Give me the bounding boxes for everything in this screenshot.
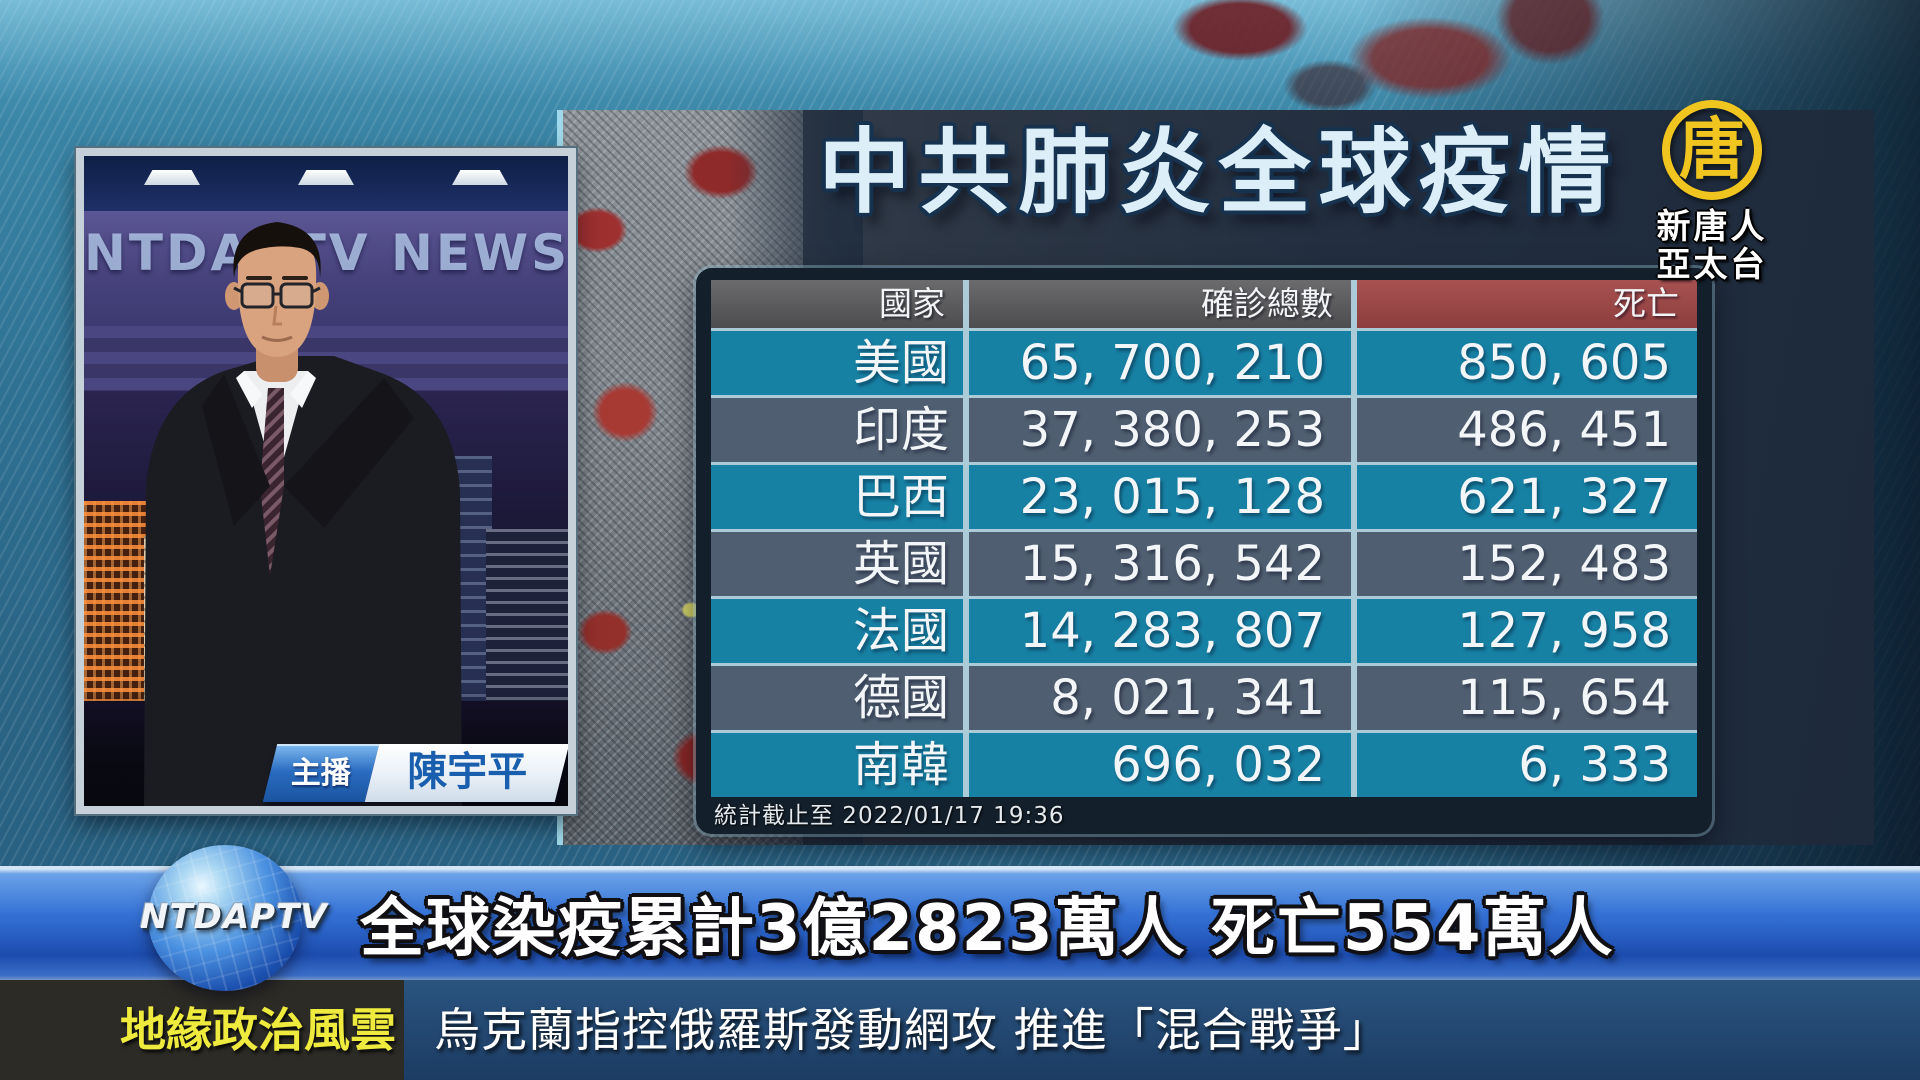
glasses: [233, 282, 321, 309]
table-cell-confirmed: 15, 316, 542: [969, 532, 1351, 596]
virus-image-blobs: [1080, 0, 1640, 110]
tang-emblem-icon: 唐: [1662, 100, 1762, 200]
covid-graphic-panel: 中共肺炎全球疫情 國家 確診總數 死亡 美國 65, 700, 210 850, 6…: [557, 110, 1874, 845]
ticker-category-label: 地緣政治風雲: [120, 1003, 396, 1057]
anchor-name-plate: 主播 陳宇平: [262, 744, 568, 802]
table-cell-country: 法國: [711, 599, 963, 663]
suit: [144, 356, 462, 806]
globe-logo: NTDAPTV: [140, 845, 327, 991]
ticker-category-box: 地緣政治風雲: [0, 980, 404, 1080]
table-cell-country: 英國: [711, 532, 963, 596]
ticker-headline: 烏克蘭指控俄羅斯發動網攻 推進「混合戰爭」: [434, 1003, 1390, 1057]
studio-light-icon: [144, 170, 200, 185]
studio-light-icon: [298, 170, 354, 185]
table-cell-deaths: 621, 327: [1357, 465, 1697, 529]
table-cell-confirmed: 8, 021, 341: [969, 666, 1351, 730]
hair: [233, 222, 321, 278]
building: [84, 501, 146, 701]
globe-logo-text: NTDAPTV: [140, 897, 328, 937]
studio-scene: NTDAPTV NEWS: [84, 156, 568, 806]
station-name-line1: 新唐人: [1656, 207, 1768, 247]
headline-banner: 全球染疫累計3億2823萬人 死亡554萬人: [0, 866, 1920, 980]
table-cell-country: 巴西: [711, 465, 963, 529]
table-cell-country: 美國: [711, 331, 963, 395]
news-ticker: 地緣政治風雲 烏克蘭指控俄羅斯發動網攻 推進「混合戰爭」: [0, 980, 1920, 1080]
column-header-confirmed: 確診總數: [969, 280, 1351, 328]
covid-stats-table: 國家 確診總數 死亡 美國 65, 700, 210 850, 605 印度 37, 3…: [696, 268, 1712, 834]
headline-text: 全球染疫累計3億2823萬人 死亡554萬人: [360, 892, 1615, 966]
anchor-role-badge: 主播: [262, 744, 380, 802]
table-cell-country: 南韓: [711, 733, 963, 797]
covid-table-grid: 國家 確診總數 死亡 美國 65, 700, 210 850, 605 印度 37, 3…: [711, 280, 1697, 797]
tie: [260, 388, 284, 576]
table-cell-confirmed: 23, 015, 128: [969, 465, 1351, 529]
column-header-country: 國家: [711, 280, 963, 328]
table-cell-deaths: 115, 654: [1357, 666, 1697, 730]
table-cell-deaths: 850, 605: [1357, 331, 1697, 395]
table-cell-deaths: 152, 483: [1357, 532, 1697, 596]
graphic-title: 中共肺炎全球疫情: [818, 119, 1619, 226]
table-cell-confirmed: 65, 700, 210: [969, 331, 1351, 395]
stats-cutoff-timestamp: 統計截止至 2022/01/17 19:36: [714, 803, 1065, 829]
table-cell-confirmed: 37, 380, 253: [969, 398, 1351, 462]
table-cell-deaths: 6, 333: [1357, 733, 1697, 797]
station-name: 新唐人 亞太台: [1622, 208, 1802, 284]
anchor-video-window: NTDAPTV NEWS: [76, 148, 576, 814]
studio-light-icon: [452, 170, 508, 185]
table-cell-deaths: 486, 451: [1357, 398, 1697, 462]
table-cell-country: 德國: [711, 666, 963, 730]
table-cell-country: 印度: [711, 398, 963, 462]
building: [486, 529, 568, 701]
table-cell-confirmed: 696, 032: [969, 733, 1351, 797]
table-cell-confirmed: 14, 283, 807: [969, 599, 1351, 663]
station-logo: 唐 新唐人 亞太台: [1622, 100, 1802, 284]
anchor-name: 陳宇平: [364, 744, 568, 802]
table-cell-deaths: 127, 958: [1357, 599, 1697, 663]
column-header-deaths: 死亡: [1357, 280, 1697, 328]
studio-backdrop-band: [84, 211, 568, 331]
station-name-line2: 亞太台: [1656, 245, 1768, 285]
news-anchor-illustration: [144, 222, 462, 806]
studio-watermark: NTDAPTV NEWS: [84, 224, 568, 282]
